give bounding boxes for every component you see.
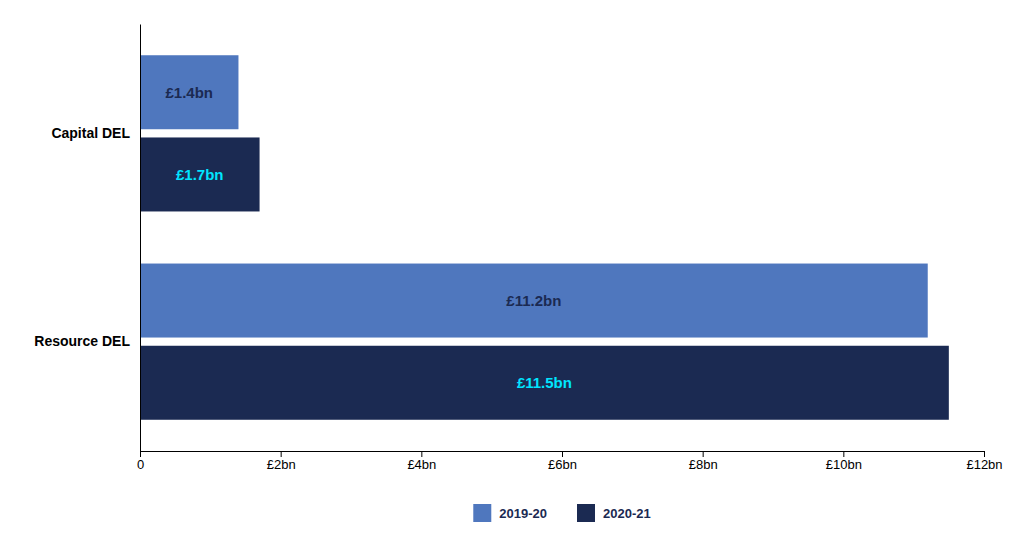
bars [140,55,949,420]
bar [140,55,238,129]
x-tick-mark [843,451,844,457]
y-tick-label: Capital DEL [51,125,130,141]
bar [140,346,949,420]
x-tick: £2bn [267,451,296,472]
x-tick: £12bn [966,451,1002,472]
chart: £11.2bn £1.4bn £11.5bn £1.7bn 0 £2bn £4bn £6bn £… [0,0,1024,541]
data-label: £11.2bn [506,292,561,309]
x-tick-label: £4bn [407,457,436,472]
x-tick-mark [281,451,282,457]
x-tick: £6bn [548,451,577,472]
bar [140,137,260,211]
y-axis-line [140,25,141,452]
legend-item: 2020-21 [577,504,651,522]
x-tick-label: £6bn [548,457,577,472]
legend-swatch [577,504,595,522]
x-tick-label: £10bn [826,457,862,472]
x-tick-label: £12bn [966,457,1002,472]
x-tick: 0 [137,451,144,472]
y-axis: Resource DEL Capital DEL [34,25,140,452]
x-tick-mark [703,451,704,457]
bar [140,264,928,338]
legend-swatch [473,504,491,522]
legend-label: 2019-20 [499,506,547,521]
y-tick: Resource DEL [34,333,130,349]
x-tick-label: £8bn [689,457,718,472]
x-axis: 0 £2bn £4bn £6bn £8bn £10bn £12bn [137,451,1003,472]
legend-label: 2020-21 [603,506,651,521]
x-axis-line [141,452,985,458]
x-tick: £4bn [407,451,436,472]
x-tick: £8bn [689,451,718,472]
data-labels: £11.2bn £1.4bn £11.5bn £1.7bn [165,84,571,392]
legend: 2019-20 2020-21 [473,504,650,522]
legend-item: 2019-20 [473,504,547,522]
data-label: £1.4bn [165,84,213,101]
x-tick-mark [421,451,422,457]
x-tick-label: £2bn [267,457,296,472]
data-label: £1.7bn [176,166,224,183]
y-tick: Capital DEL [51,125,130,141]
y-tick-label: Resource DEL [34,333,130,349]
x-tick-label: 0 [137,457,144,472]
x-tick-mark [562,451,563,457]
x-tick-mark [140,451,141,457]
x-tick-mark [984,451,985,457]
x-tick: £10bn [826,451,862,472]
data-label: £11.5bn [517,374,572,391]
plot: £11.2bn £1.4bn £11.5bn £1.7bn 0 £2bn £4bn £6bn £… [34,25,1002,473]
